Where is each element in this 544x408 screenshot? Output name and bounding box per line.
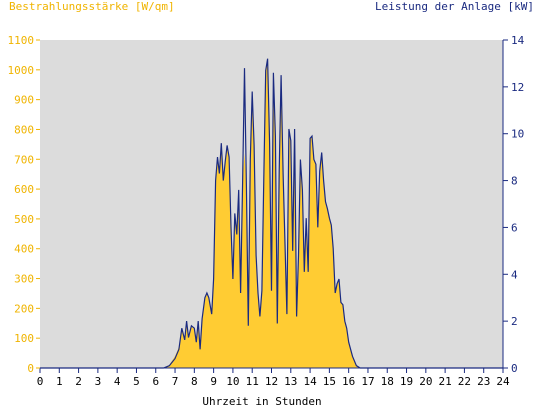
x-tick-label: 21 <box>439 375 452 388</box>
x-tick-label: 10 <box>226 375 239 388</box>
y-left-tick-label: 100 <box>14 332 34 345</box>
y-right-tick-label: 4 <box>511 268 518 281</box>
x-tick-label: 4 <box>114 375 121 388</box>
y-right-tick-label: 10 <box>511 128 524 141</box>
x-tick-label: 6 <box>152 375 159 388</box>
y-left-tick-label: 0 <box>27 362 34 375</box>
x-tick-label: 0 <box>37 375 44 388</box>
left-axis-title: Bestrahlungsstärke [W/qm] <box>9 0 175 13</box>
x-tick-label: 22 <box>458 375 471 388</box>
x-tick-label: 18 <box>381 375 394 388</box>
x-tick-label: 12 <box>265 375 278 388</box>
y-right-tick-label: 8 <box>511 175 518 188</box>
power-line-series <box>40 58 503 369</box>
x-tick-label: 5 <box>133 375 140 388</box>
x-tick-label: 8 <box>191 375 198 388</box>
y-left-tick-label: 700 <box>14 153 34 166</box>
y-right-tick-label: 2 <box>511 315 518 328</box>
x-axis-title: Uhrzeit in Stunden <box>202 395 321 408</box>
y-left-tick-label: 900 <box>14 94 34 107</box>
x-tick-label: 24 <box>496 375 510 388</box>
y-right-tick-label: 0 <box>511 362 518 375</box>
y-right-tick-label: 14 <box>511 34 525 47</box>
series-layer <box>40 57 503 369</box>
x-tick-label: 1 <box>56 375 63 388</box>
right-axis-title: Leistung der Anlage [kW] <box>375 0 534 13</box>
irradiance-area-series <box>40 57 503 369</box>
y-left-tick-label: 400 <box>14 243 34 256</box>
x-tick-label: 23 <box>477 375 490 388</box>
x-tick-label: 9 <box>210 375 217 388</box>
y-left-tick-label: 1100 <box>8 34 35 47</box>
x-tick-label: 3 <box>95 375 102 388</box>
y-left-tick-label: 1000 <box>8 64 35 77</box>
x-tick-label: 14 <box>303 375 317 388</box>
y-left-tick-label: 800 <box>14 123 34 136</box>
y-left-tick-label: 300 <box>14 273 34 286</box>
y-left-tick-label: 600 <box>14 183 34 196</box>
y-right-tick-label: 12 <box>511 81 524 94</box>
x-tick-label: 15 <box>323 375 336 388</box>
axes-layer: 0 1 2 3 4 5 6 7 8 9 10 11 12 13 14 15 16 17 18 19 20 21 22 23 24… <box>8 34 525 388</box>
x-tick-label: 7 <box>172 375 179 388</box>
x-tick-label: 17 <box>361 375 374 388</box>
x-tick-label: 11 <box>246 375 259 388</box>
y-left-tick-label: 200 <box>14 302 34 315</box>
x-tick-label: 2 <box>75 375 82 388</box>
y-left-tick-label: 500 <box>14 213 34 226</box>
x-tick-label: 20 <box>419 375 432 388</box>
x-tick-label: 16 <box>342 375 355 388</box>
x-tick-label: 13 <box>284 375 297 388</box>
x-tick-label: 19 <box>400 375 413 388</box>
y-right-tick-label: 6 <box>511 221 518 234</box>
